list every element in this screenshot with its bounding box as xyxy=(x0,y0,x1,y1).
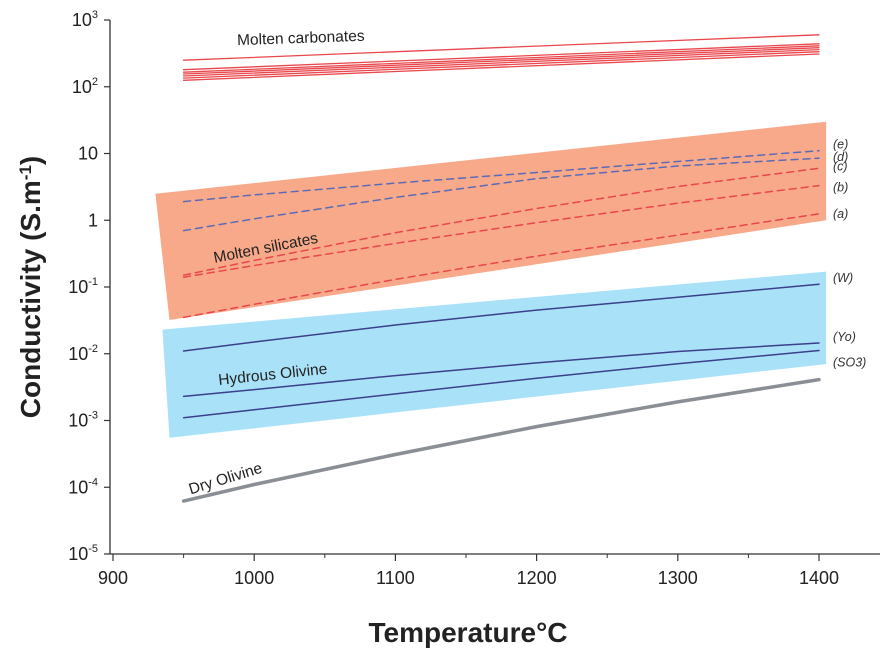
molten-carbonates-line-1 xyxy=(182,34,820,61)
y-tick-label: 103 xyxy=(72,9,98,30)
y-tick-label: 10-5 xyxy=(68,543,98,564)
y-axis-title-text: Conductivity (S.m xyxy=(15,180,46,418)
molten-silicates-band xyxy=(155,121,827,320)
series-d-line xyxy=(182,157,820,232)
series-e-line xyxy=(182,149,820,203)
molten-carbonates-line-6 xyxy=(182,51,820,79)
y-axis-title-sup: -1 xyxy=(16,165,35,180)
series-label-c: (c) xyxy=(833,159,848,173)
y-axis-title-close: ) xyxy=(15,156,46,165)
y-tick-label: 10-4 xyxy=(68,476,98,497)
molten-carbonates-line-3 xyxy=(182,45,820,73)
series-label-d: (d) xyxy=(833,150,848,164)
x-tick-label-1300: 1300 xyxy=(658,568,698,588)
series-label-so3: (SO3) xyxy=(833,355,866,369)
y-tick-label: 10-1 xyxy=(68,276,98,297)
series-b-line xyxy=(182,184,820,278)
series-label-e: (e) xyxy=(833,138,848,152)
axis-layer: 900 1000 1100 1200 1300 140010310210110-110-2… xyxy=(68,9,839,588)
x-tick-label-1200: 1200 xyxy=(517,568,557,588)
y-tick-label: 102 xyxy=(72,76,98,97)
dry-olivine-line-16 xyxy=(181,377,821,503)
molten-carbonates-line-2 xyxy=(182,43,820,71)
x-tick-label-1100: 1100 xyxy=(376,568,415,588)
y-tick-label: 1 xyxy=(88,210,98,230)
hydrous-olivine-band xyxy=(162,271,827,438)
x-tick-label-1000: 1000 xyxy=(234,568,274,588)
bands-layer xyxy=(155,121,827,438)
y-axis-title: Conductivity (S.m-1) xyxy=(15,156,46,418)
molten-carbonates-line-7 xyxy=(182,53,820,81)
x-tick-label-1400: 1400 xyxy=(799,568,839,588)
y-tick-label: 10-2 xyxy=(68,343,98,364)
series-yo-line xyxy=(182,342,820,398)
x-tick-label-900: 900 xyxy=(98,568,128,588)
molten-carbonates-label: Molten carbonates xyxy=(237,28,365,49)
series-a-line xyxy=(182,213,820,319)
molten-carbonates-line-5 xyxy=(182,48,820,77)
y-tick-label: 10-3 xyxy=(68,410,98,431)
series-label-w: (W) xyxy=(833,271,853,285)
y-tick-label: 10 xyxy=(78,144,98,164)
series-label-b: (b) xyxy=(833,181,848,195)
x-axis-title: Temperature°C xyxy=(369,617,568,648)
series-label-a: (a) xyxy=(833,207,848,221)
series-label-yo: (Yo) xyxy=(833,330,856,344)
series-c-line xyxy=(182,167,820,276)
molten-carbonates-line-4 xyxy=(182,47,820,75)
series-w-line xyxy=(182,283,820,352)
x-axis-title-text: Temperature xyxy=(369,617,537,648)
series-layer xyxy=(181,34,821,503)
x-axis-title-unit: °C xyxy=(536,617,567,648)
series-so3-line xyxy=(182,349,820,419)
